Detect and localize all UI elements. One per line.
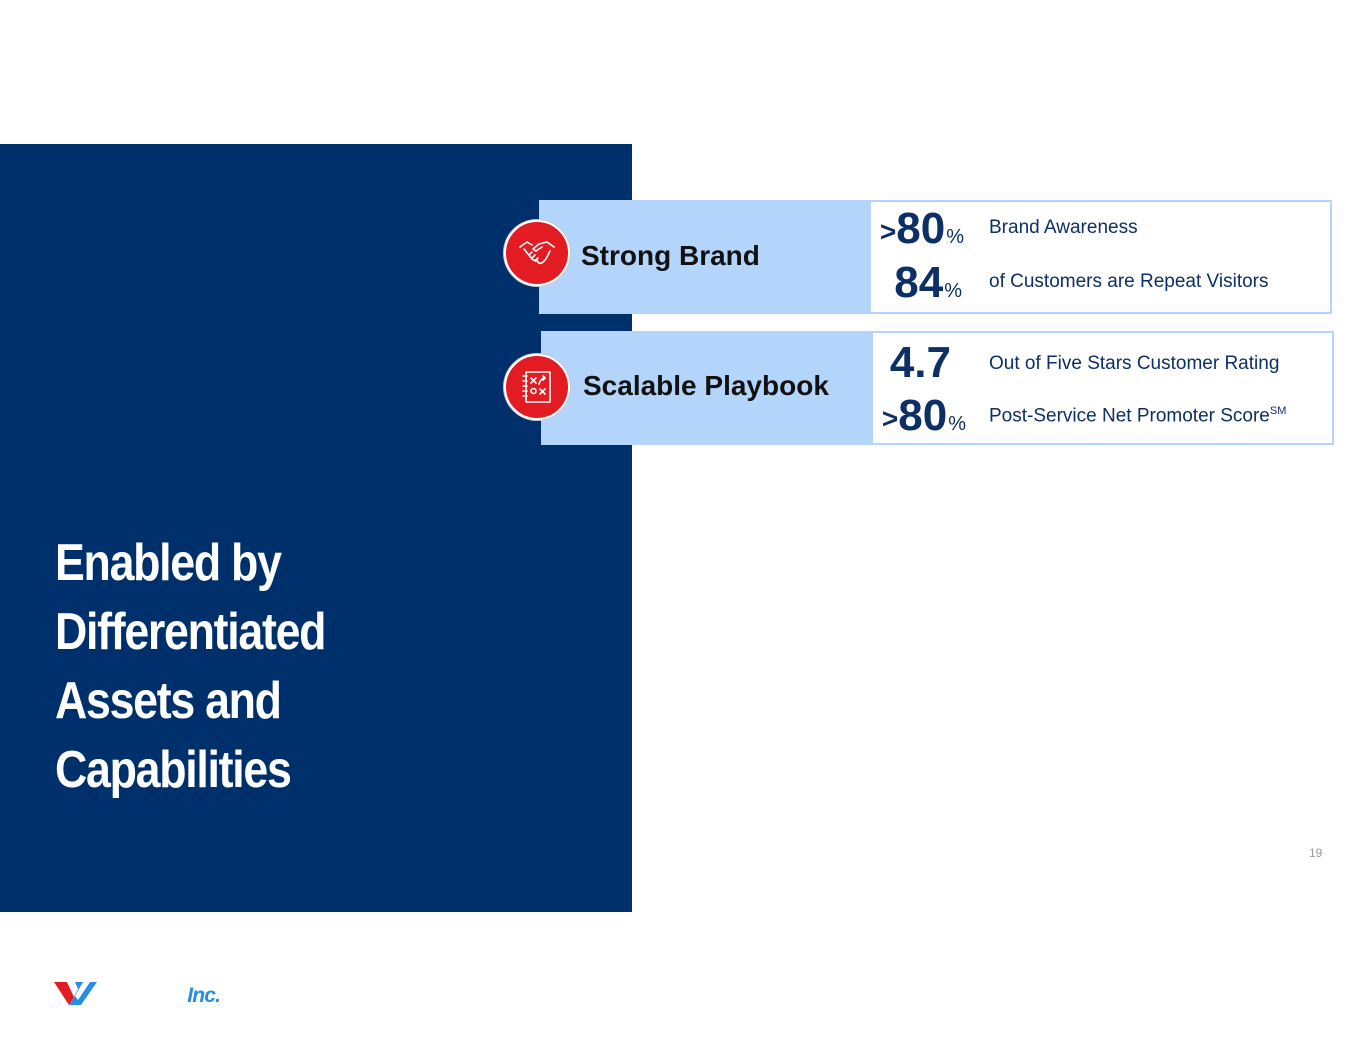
stat-description: Post-Service Net Promoter ScoreSM bbox=[989, 405, 1286, 427]
stat-value: 84% bbox=[894, 257, 962, 317]
stat-number: 4.7 bbox=[889, 338, 951, 387]
stat-item: 4.7 Out of Five Stars Customer Rating bbox=[873, 337, 1332, 389]
title-line: Enabled by bbox=[55, 534, 282, 592]
stat-unit: % bbox=[946, 226, 964, 248]
service-mark: SM bbox=[1269, 405, 1287, 417]
stat-value: >80% bbox=[882, 390, 966, 450]
logo-name: Valvoline bbox=[99, 984, 184, 1007]
stat-number: 80 bbox=[898, 391, 948, 440]
title-line: Assets and bbox=[55, 672, 282, 730]
handshake-icon bbox=[504, 220, 570, 286]
stat-description: Out of Five Stars Customer Rating bbox=[989, 353, 1280, 374]
stat-value: 4.7 bbox=[890, 337, 952, 397]
strong-brand-row: Strong Brand >80% Brand Awareness 84% of… bbox=[504, 200, 1332, 314]
valvoline-v-logo-icon bbox=[54, 982, 97, 1005]
stat-unit: % bbox=[944, 280, 962, 302]
logo-wordmark: Valvoline Inc. bbox=[99, 984, 221, 1008]
logo-suffix: Inc. bbox=[187, 984, 221, 1007]
stat-unit: % bbox=[948, 413, 966, 435]
stat-item: 84% of Customers are Repeat Visitors bbox=[871, 257, 1330, 309]
valvoline-logo: Valvoline Inc. bbox=[54, 980, 254, 1010]
row-label-box: Scalable Playbook bbox=[541, 331, 871, 445]
stat-number: 80 bbox=[896, 204, 946, 253]
stat-description: Brand Awareness bbox=[989, 217, 1138, 238]
stat-value: >80% bbox=[880, 203, 964, 263]
slide-title: Enabled by Differentiated Assets and Cap… bbox=[55, 529, 416, 805]
playbook-strategy-icon bbox=[504, 354, 570, 420]
row-label-box: Strong Brand bbox=[539, 200, 869, 314]
stats-box: >80% Brand Awareness 84% of Customers ar… bbox=[869, 200, 1332, 314]
stat-item: >80% Post-Service Net Promoter ScoreSM bbox=[873, 390, 1332, 442]
row-label: Scalable Playbook bbox=[583, 370, 829, 401]
title-line: Differentiated bbox=[55, 603, 326, 661]
stats-box: 4.7 Out of Five Stars Customer Rating >8… bbox=[871, 331, 1334, 445]
stat-prefix: > bbox=[881, 403, 899, 434]
stat-prefix: > bbox=[879, 216, 897, 247]
stat-description-text: Post-Service Net Promoter Score bbox=[989, 405, 1270, 427]
stat-description: of Customers are Repeat Visitors bbox=[989, 271, 1269, 292]
row-label: Strong Brand bbox=[581, 240, 760, 271]
title-line: Capabilities bbox=[55, 741, 292, 799]
stat-item: >80% Brand Awareness bbox=[871, 203, 1330, 255]
stat-number: 84 bbox=[894, 258, 944, 307]
page-number: 19 bbox=[1309, 846, 1323, 860]
scalable-playbook-row: Scalable Playbook 4.7 Out of Five Stars … bbox=[504, 331, 1334, 445]
